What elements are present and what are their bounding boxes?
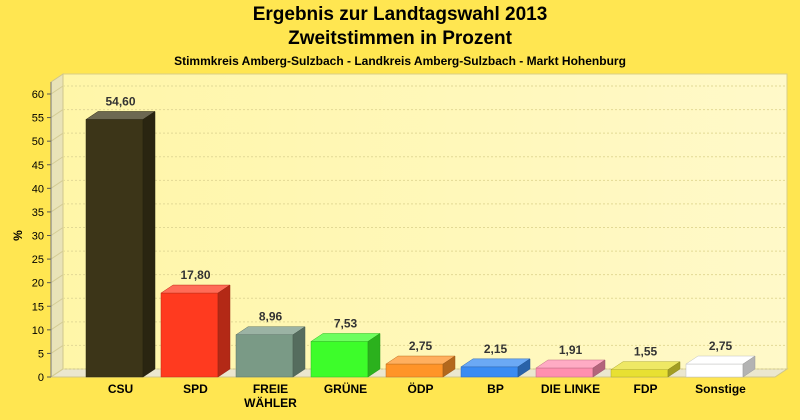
gridline [50,297,64,307]
y-tick-label: 30 [32,231,44,243]
y-axis-label: % [11,230,25,241]
bar-side [592,359,606,378]
y-tick-label: 50 [32,136,44,148]
data-label: 2,15 [484,342,508,356]
bar [235,334,294,378]
y-tick-label: 25 [32,254,44,266]
bar [610,369,669,378]
bar-side [217,284,231,378]
data-label: 2,75 [409,339,433,353]
bar [685,363,744,378]
x-tick-label: CSU [108,382,133,396]
data-label: 1,91 [559,343,583,357]
x-tick-label: FDP [634,382,658,396]
y-tick-label: 10 [32,325,44,337]
gridline [50,132,64,142]
gridline [50,85,64,95]
data-label: 7,53 [334,316,358,330]
data-label: 54,60 [105,94,135,108]
gridline [50,250,64,260]
y-tick-label: 5 [38,348,44,360]
bar-side [142,111,156,378]
gridline [50,109,64,118]
x-tick-label: ÖDP [407,381,433,396]
bar [535,367,594,378]
y-tick-label: 15 [32,301,44,313]
x-tick-label: Sonstige [695,382,746,396]
chart-side-wall [50,73,64,378]
bar [310,341,369,378]
gridline [50,179,64,189]
y-tick-label: 0 [38,372,44,384]
x-tick-label: GRÜNE [324,381,367,396]
bar [160,292,219,378]
bar-side [292,326,306,378]
gridline [50,156,64,166]
gridline [50,368,64,378]
data-label: 8,96 [259,310,283,324]
bar-side [667,361,681,378]
x-tick-label: DIE LINKE [541,382,600,396]
bar [460,366,519,378]
y-tick-label: 60 [32,89,44,101]
x-tick-label: BP [487,382,504,396]
bar-side [742,355,756,378]
gridline [50,345,64,354]
x-tick-label: FREIE [253,382,288,396]
bar [85,119,144,378]
bar-side [442,355,456,378]
data-label: 2,75 [709,339,733,353]
bar-side [367,333,381,378]
bar-side [517,358,531,378]
gridline [50,274,64,284]
chart-subtitle: Zweitstimmen in Prozent [288,28,512,49]
gridline [50,227,64,236]
chart-region-subtitle: Stimmkreis Amberg-Sulzbach - Landkreis A… [174,54,626,68]
y-tick-label: 20 [32,278,44,290]
y-tick-label: 55 [32,113,44,125]
y-tick-label: 45 [32,160,44,172]
x-tick-label: WÄHLER [244,395,297,410]
bar [385,363,444,378]
gridline [50,321,64,331]
data-label: 1,55 [634,345,658,359]
y-tick-label: 40 [32,183,44,195]
gridline [50,203,64,213]
x-tick-label: SPD [183,382,208,396]
y-tick-label: 35 [32,207,44,219]
chart-title: Ergebnis zur Landtagswahl 2013 [252,4,548,25]
data-label: 17,80 [180,268,210,282]
